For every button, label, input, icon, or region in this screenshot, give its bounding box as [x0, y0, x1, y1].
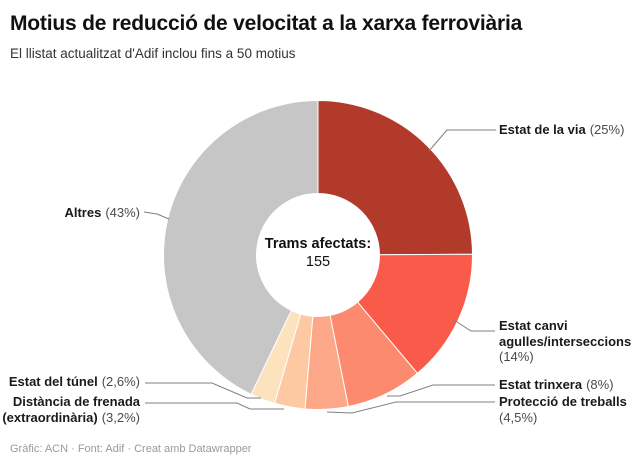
- connector-distancia: [145, 402, 284, 410]
- connector-tunel: [145, 382, 261, 399]
- callout-trinxera-name: Estat trinxera: [499, 377, 583, 392]
- callout-connectors: [143, 129, 496, 414]
- connector-proteccio: [326, 401, 495, 414]
- pie-slice-0[interactable]: [317, 99, 474, 256]
- callout-distancia: Distància de frenada (extraordinària) (3,…: [0, 394, 140, 425]
- page-title: Motius de reducció de velocitat a la xar…: [10, 12, 523, 35]
- callout-tunel-name: Estat del túnel: [8, 374, 98, 389]
- callout-proteccio-pct: (4,5%): [499, 409, 538, 425]
- donut-center-label: Trams afectats: 155: [258, 235, 378, 271]
- callout-tunel: Estat del túnel (2,6%): [0, 374, 140, 390]
- center-label-text: Trams afectats:: [264, 235, 372, 252]
- callout-altres-pct: (43%): [105, 205, 140, 220]
- pie-slice-6[interactable]: [163, 99, 319, 395]
- connector-estat-via: [428, 129, 496, 152]
- callout-altres-name: Altres: [64, 205, 102, 220]
- callout-estat-via-name: Estat de la via: [499, 122, 586, 137]
- page-subtitle: El llistat actualitzat d'Adif inclou fin…: [10, 46, 296, 61]
- callout-canvi-agulles: Estat canvi agulles/interseccions (14%): [499, 318, 640, 365]
- connector-canvi-agulles: [453, 319, 495, 332]
- callout-proteccio: Protecció de treballs (4,5%): [499, 394, 640, 425]
- callout-distancia-name: Distància de frenada (extraordinària): [2, 394, 140, 425]
- callout-altres: Altres (43%): [64, 205, 140, 221]
- callout-tunel-pct: (2,6%): [101, 374, 140, 389]
- center-label-value: 155: [305, 254, 331, 270]
- callout-proteccio-name: Protecció de treballs: [499, 394, 627, 409]
- callout-trinxera-pct: (8%): [586, 377, 614, 392]
- connector-altres: [143, 211, 170, 220]
- callout-trinxera: Estat trinxera (8%): [499, 377, 614, 393]
- callout-estat-via: Estat de la via (25%): [499, 122, 624, 138]
- callout-estat-via-pct: (25%): [589, 122, 625, 137]
- pie-slice-1[interactable]: [356, 253, 474, 375]
- callout-distancia-pct: (3,2%): [101, 409, 140, 425]
- attribution-footer: Gràfic: ACN · Font: Adif · Creat amb Dat…: [10, 443, 252, 455]
- connector-trinxera: [387, 384, 495, 397]
- callout-canvi-agulles-pct: (14%): [499, 349, 534, 364]
- donut-slices: [163, 99, 474, 410]
- callout-canvi-agulles-name: Estat canvi agulles/interseccions: [499, 318, 632, 349]
